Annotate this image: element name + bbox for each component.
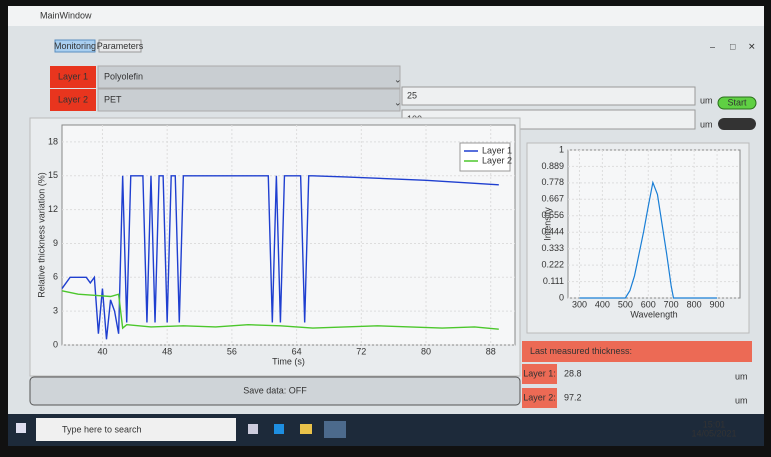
y-tick-label: 0.111 xyxy=(543,276,564,286)
x-tick-label: 600 xyxy=(641,299,656,309)
tab-monitoring[interactable] xyxy=(54,39,96,53)
tab-label: Monitoring xyxy=(54,41,96,51)
thickness: 25 xyxy=(407,90,417,100)
y-tick-label: 0.222 xyxy=(541,260,564,270)
series-line xyxy=(61,290,499,330)
x-tick-label: 56 xyxy=(227,346,237,356)
plot-area xyxy=(567,149,741,299)
row-value: 97.2 xyxy=(564,392,582,402)
y-tick-label: 0.778 xyxy=(541,177,564,187)
y-axis-label: Relative thickness variation (%) xyxy=(36,172,46,298)
legend-label: Layer 1 xyxy=(482,145,512,155)
material: Polyolefin xyxy=(104,71,143,81)
y-tick-label: 0.556 xyxy=(541,210,564,220)
y-tick-label: 6 xyxy=(53,272,58,282)
y-axis-label: Intensity xyxy=(542,207,552,241)
x-tick-label: 900 xyxy=(710,299,725,309)
x-tick-label: 64 xyxy=(292,346,302,356)
thickness-input[interactable] xyxy=(401,86,696,106)
x-tick-label: 300 xyxy=(572,299,587,309)
dropdown-arrow: ⌄ xyxy=(394,74,402,84)
y-tick-label: 0 xyxy=(53,339,58,349)
legend-box xyxy=(459,142,511,172)
clock: 15:01 xyxy=(703,419,726,429)
x-tick-label: 800 xyxy=(687,299,702,309)
search-box[interactable] xyxy=(36,418,236,441)
x-tick-label: 88 xyxy=(486,346,496,356)
date: 14/05/2021 xyxy=(691,428,736,438)
y-tick-label: 0.889 xyxy=(541,161,564,171)
y-tick-label: 0 xyxy=(559,292,564,302)
material-dropdown[interactable] xyxy=(97,88,401,112)
save-button[interactable] xyxy=(29,376,521,406)
unit: um xyxy=(700,119,713,129)
last-measured-header xyxy=(522,341,752,362)
row-value: 28.8 xyxy=(564,368,582,378)
plot-area xyxy=(61,124,516,346)
row-unit: um xyxy=(735,371,748,381)
save-label: Save data: OFF xyxy=(243,385,307,395)
layer-button-label: Layer 2 xyxy=(58,94,88,104)
series-line xyxy=(579,180,718,299)
legend-label: Layer 2 xyxy=(482,155,512,165)
y-tick-label: 12 xyxy=(48,204,58,214)
row-label: Layer 2: xyxy=(523,392,556,402)
x-tick-label: 48 xyxy=(162,346,172,356)
y-tick-label: 1 xyxy=(559,144,564,154)
window-title: MainWindow xyxy=(40,10,92,20)
layer-button-label: Layer 1 xyxy=(58,71,88,81)
x-tick-label: 500 xyxy=(618,299,633,309)
tab-label: Parameters xyxy=(97,41,144,51)
dropdown-arrow: ⌄ xyxy=(394,97,402,107)
y-tick-label: 0.444 xyxy=(541,227,564,237)
minimize[interactable]: – xyxy=(710,41,715,51)
y-tick-label: 15 xyxy=(48,170,58,180)
layer-button[interactable] xyxy=(50,89,96,111)
x-tick-label: 40 xyxy=(97,346,107,356)
material: PET xyxy=(104,94,122,104)
maximize[interactable]: □ xyxy=(730,41,736,51)
layer-button[interactable] xyxy=(50,66,96,88)
y-tick-label: 3 xyxy=(53,306,58,316)
y-tick-label: 0.333 xyxy=(541,243,564,253)
taskbar-icon[interactable] xyxy=(300,424,312,434)
series-line xyxy=(61,175,499,340)
row-label-box xyxy=(522,388,557,408)
start-menu-icon[interactable] xyxy=(16,423,26,433)
row-unit: um xyxy=(735,395,748,405)
taskbar-icon[interactable] xyxy=(274,424,284,434)
y-tick-label: 0.667 xyxy=(541,194,564,204)
title-bar xyxy=(8,6,764,26)
row-label: Layer 1: xyxy=(523,368,556,378)
x-axis-label: Time (s) xyxy=(272,356,305,366)
x-tick-label: 700 xyxy=(664,299,679,309)
x-tick-label: 72 xyxy=(356,346,366,356)
row-label-box xyxy=(522,364,557,384)
x-tick-label: 80 xyxy=(421,346,431,356)
tab-parameters[interactable] xyxy=(98,39,142,53)
taskbar-icon[interactable] xyxy=(248,424,258,434)
close[interactable]: ✕ xyxy=(748,41,756,51)
taskbar-icon[interactable] xyxy=(324,421,346,438)
x-tick-label: 400 xyxy=(595,299,610,309)
stop-button[interactable] xyxy=(718,118,756,130)
last-measured-title: Last measured thickness: xyxy=(530,346,632,356)
start-label: Start xyxy=(727,97,747,107)
y-tick-label: 9 xyxy=(53,238,58,248)
material-dropdown[interactable] xyxy=(97,65,401,89)
search-text: Type here to search xyxy=(62,424,142,434)
y-tick-label: 18 xyxy=(48,136,58,146)
start-button[interactable] xyxy=(717,96,757,110)
x-axis-label: Wavelength xyxy=(630,309,677,319)
unit: um xyxy=(700,95,713,105)
